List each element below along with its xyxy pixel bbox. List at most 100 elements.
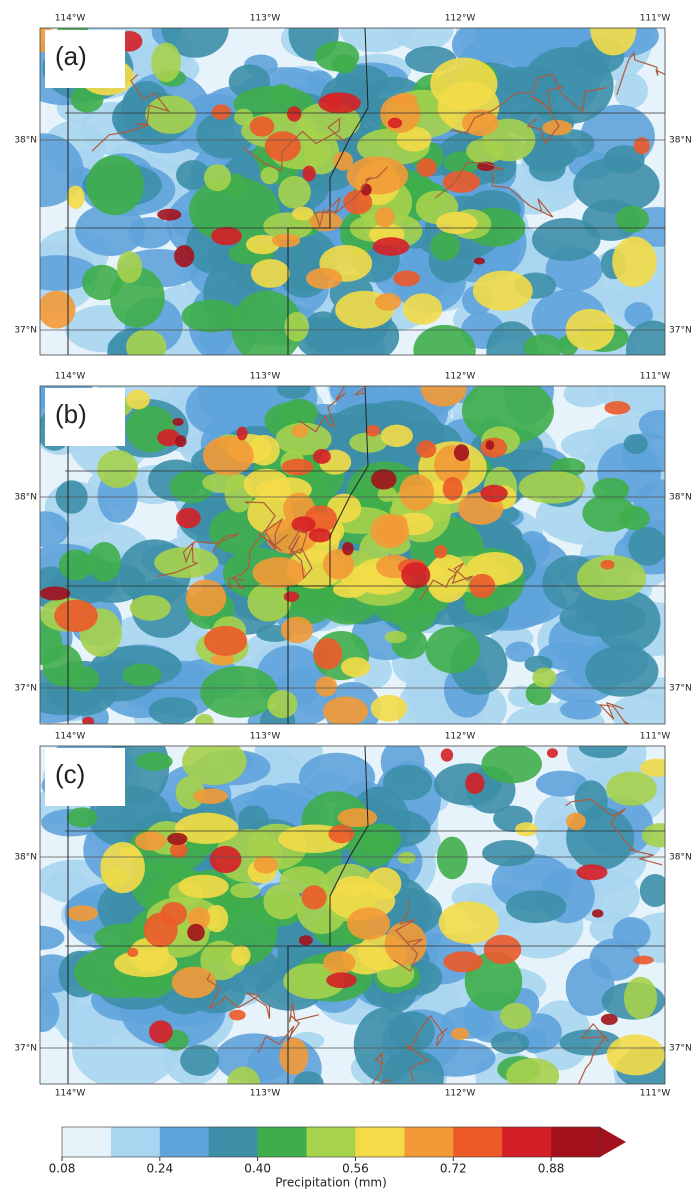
colorbar-tick-label: 0.40 (244, 1162, 271, 1176)
panel-letter: (b) (55, 399, 87, 429)
precip-cell (303, 166, 316, 182)
colorbar-tick-label: 0.08 (49, 1162, 76, 1176)
precip-cell (251, 259, 290, 288)
precip-cell (439, 901, 499, 944)
precip-cell (82, 717, 94, 726)
precip-cell (473, 271, 533, 311)
colorbar-segment (355, 1127, 404, 1157)
lat-label-right: 38°N (669, 853, 691, 863)
precip-cell (254, 856, 278, 874)
precip-cell (180, 1045, 219, 1076)
precip-cell (187, 924, 205, 941)
precip-cell (413, 325, 475, 376)
colorbar-segment (111, 1127, 160, 1157)
precip-cell (149, 697, 198, 725)
precip-cell (642, 823, 678, 847)
colorbar-tick-label: 0.56 (342, 1162, 369, 1176)
precip-cell (612, 237, 656, 287)
precip-cell (393, 515, 408, 528)
precip-cell (176, 508, 201, 528)
precip-cell (398, 852, 416, 864)
precip-cell (341, 657, 370, 677)
precip-cell (559, 599, 645, 637)
precip-cell (272, 234, 300, 248)
precip-cell (326, 972, 356, 988)
lat-label: 37°N (14, 1044, 37, 1054)
precip-cell (485, 440, 494, 450)
precip-cell (204, 164, 231, 191)
precip-cell (67, 185, 85, 208)
precip-cell (193, 788, 227, 803)
precip-cell (613, 917, 651, 950)
lon-label: 111°W (640, 732, 671, 742)
lat-label: 37°N (14, 326, 37, 336)
colorbar-tick-label: 0.88 (538, 1162, 565, 1176)
precip-cell (466, 138, 504, 164)
precip-cell (293, 1071, 323, 1096)
colorbar-segment (62, 1127, 111, 1157)
precip-cell (366, 425, 381, 437)
precip-cell (26, 990, 60, 1032)
precip-cell (282, 459, 314, 476)
lat-label-right: 37°N (669, 1044, 691, 1054)
precip-cell (38, 291, 76, 329)
precip-cell (451, 1028, 469, 1040)
precip-cell (186, 580, 226, 617)
colorbar-segment (404, 1127, 453, 1157)
precip-cell (616, 206, 649, 232)
precip-cell (21, 511, 69, 547)
precip-cell (607, 1034, 665, 1075)
precip-cell (619, 506, 650, 530)
precip-cell (313, 449, 331, 464)
precip-cell (640, 759, 674, 777)
lat-label: 38°N (14, 853, 37, 863)
precip-cell (291, 425, 308, 438)
precip-cell (231, 945, 250, 965)
lon-label: 114°W (55, 14, 86, 24)
precip-cell (601, 1014, 618, 1025)
precip-cell (151, 43, 181, 83)
precip-cell (403, 293, 442, 324)
precip-cell (401, 562, 430, 588)
precip-cell (333, 151, 353, 170)
colorbar-segment (160, 1127, 209, 1157)
precip-cell (388, 118, 402, 129)
precip-cell (248, 435, 279, 466)
precip-cell (174, 245, 194, 267)
precip-cell (375, 293, 401, 311)
precip-cell (338, 808, 378, 827)
precip-cell (178, 875, 228, 899)
lon-label: 112°W (445, 1089, 476, 1099)
precip-cell (491, 1031, 530, 1054)
precip-cell (474, 257, 485, 264)
precip-cell (306, 268, 342, 289)
precip-cell (347, 907, 390, 940)
precip-cell (480, 437, 507, 457)
precip-cell (606, 772, 657, 806)
lon-label: 113°W (250, 732, 281, 742)
lon-label: 113°W (250, 1089, 281, 1099)
precip-cell (130, 595, 171, 621)
colorbar-segment (453, 1127, 502, 1157)
precip-cell (67, 807, 98, 827)
precip-cell (267, 690, 297, 718)
precip-cell (576, 864, 607, 880)
lat-label: 37°N (14, 684, 37, 694)
precip-cell (454, 444, 469, 461)
precip-cell (484, 935, 521, 964)
lon-label: 112°W (445, 14, 476, 24)
colorbar-tick-label: 0.72 (440, 1162, 467, 1176)
precip-cell (318, 92, 361, 113)
colorbar-tick-label: 0.24 (146, 1162, 173, 1176)
precip-cell (436, 212, 477, 234)
precip-cell (247, 583, 291, 622)
precip-cell (302, 885, 327, 909)
precip-cell (639, 410, 681, 439)
precip-cell (443, 171, 481, 193)
colorbar-segment (258, 1127, 307, 1157)
precip-cell (393, 270, 420, 286)
precip-cell (122, 664, 161, 687)
precip-cell (399, 474, 434, 511)
precip-cell (126, 390, 149, 410)
precip-cell (383, 765, 432, 801)
